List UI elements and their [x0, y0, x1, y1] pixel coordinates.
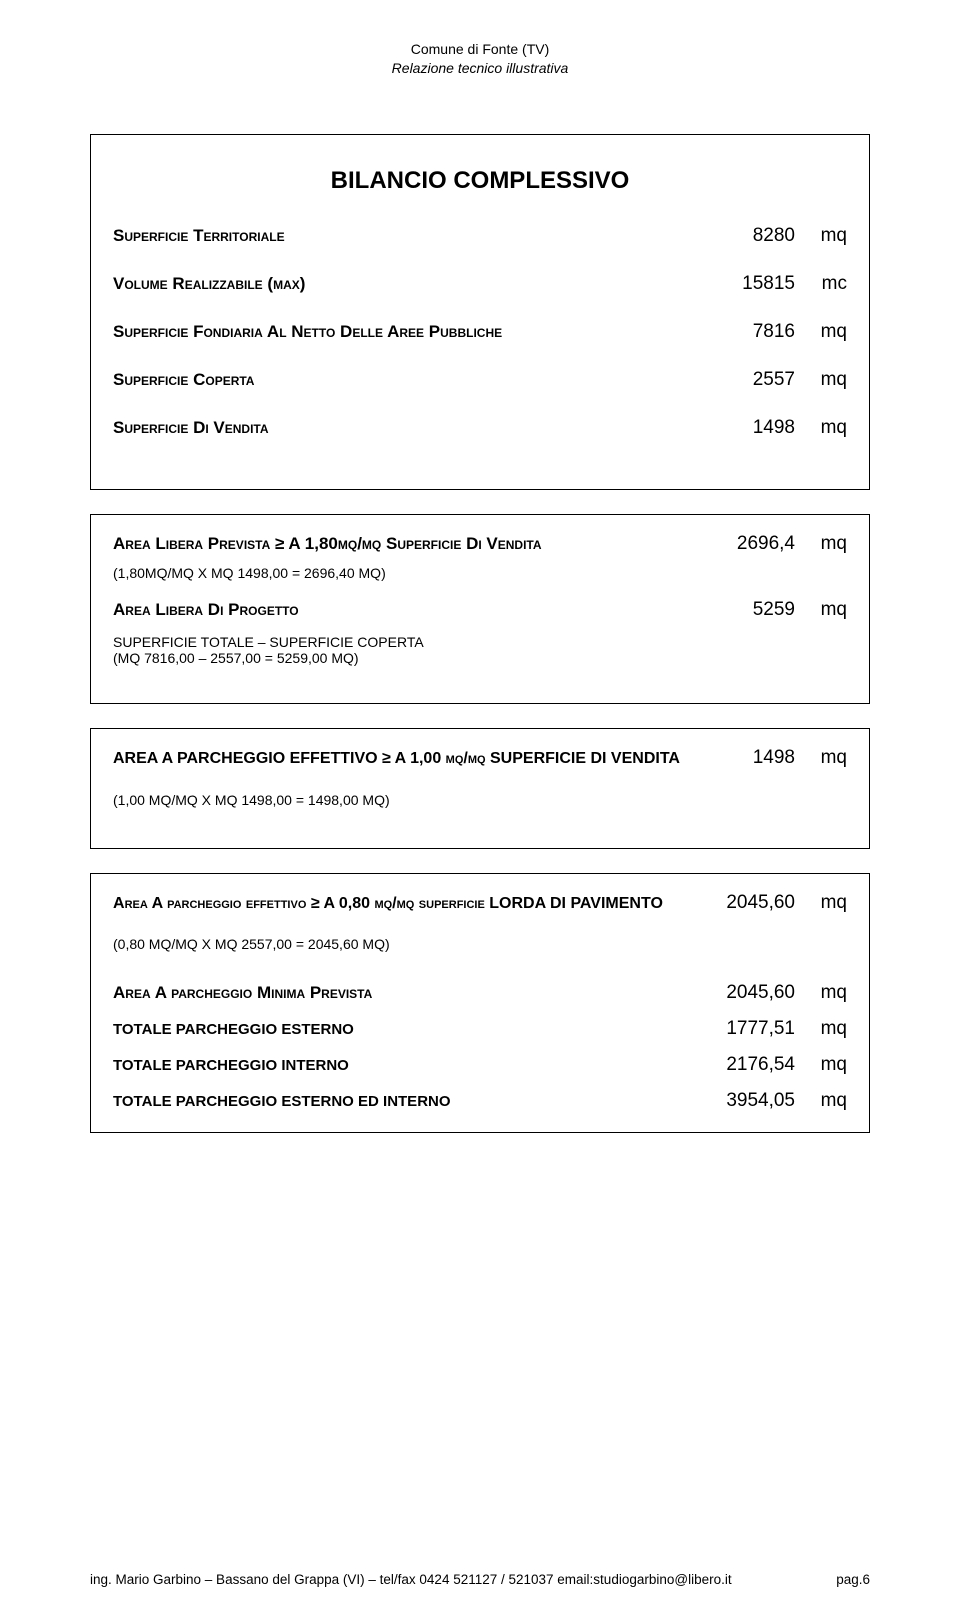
summary-row: Superficie Coperta2557mq — [113, 369, 847, 391]
summary-label: Volume Realizzabile (max) — [113, 274, 683, 294]
tot-esterno-label: TOTALE PARCHEGGIO ESTERNO — [113, 1021, 683, 1038]
parcheggio-eff-2-value: 2045,60 — [683, 892, 803, 914]
parcheggio-eff-1-unit: mq — [803, 747, 847, 769]
formula-1: (1,80MQ/MQ X MQ 1498,00 = 2696,40 MQ) — [113, 565, 847, 581]
area-libera-progetto-value: 5259 — [683, 599, 803, 621]
parcheggio-eff-1-label: AREA A PARCHEGGIO EFFETTIVO ≥ A 1,00 mq/… — [113, 748, 683, 770]
tot-interno-label: TOTALE PARCHEGGIO INTERNO — [113, 1057, 683, 1074]
summary-unit: mq — [803, 225, 847, 247]
parcheggio-eff-2-label: Area A parcheggio effettivo ≥ A 0,80 mq/… — [113, 893, 683, 915]
summary-unit: mq — [803, 417, 847, 439]
parcheggio-minima-label: Area A parcheggio Minima Prevista — [113, 983, 683, 1003]
parcheggio-eff-2-unit: mq — [803, 892, 847, 914]
box-area-libera: Area Libera Prevista ≥ A 1,80mq/mq Super… — [90, 514, 870, 704]
footer-right: pag.6 — [836, 1572, 870, 1587]
summary-row: Superficie Territoriale8280mq — [113, 225, 847, 247]
area-libera-prevista-label: Area Libera Prevista ≥ A 1,80mq/mq Super… — [113, 534, 683, 554]
summary-value: 7816 — [683, 321, 803, 343]
parcheggio-minima-value: 2045,60 — [683, 982, 803, 1004]
summary-label: Superficie Fondiaria Al Netto Delle Aree… — [113, 322, 683, 342]
page-footer: ing. Mario Garbino – Bassano del Grappa … — [90, 1542, 870, 1587]
tot-esterno-value: 1777,51 — [683, 1018, 803, 1040]
tot-est-int-unit: mq — [803, 1090, 847, 1112]
box-parcheggio-1: AREA A PARCHEGGIO EFFETTIVO ≥ A 1,00 mq/… — [90, 728, 870, 849]
area-libera-prevista-value: 2696,4 — [683, 533, 803, 555]
summary-unit: mq — [803, 369, 847, 391]
box-parcheggio-2: Area A parcheggio effettivo ≥ A 0,80 mq/… — [90, 873, 870, 1134]
document-header: Comune di Fonte (TV) Relazione tecnico i… — [90, 40, 870, 78]
area-libera-progetto-unit: mq — [803, 599, 847, 621]
summary-label: Superficie Coperta — [113, 370, 683, 390]
summary-label: Superficie Territoriale — [113, 226, 683, 246]
tot-est-int-value: 3954,05 — [683, 1090, 803, 1112]
tot-interno-unit: mq — [803, 1054, 847, 1076]
tot-interno-value: 2176,54 — [683, 1054, 803, 1076]
summary-row: Volume Realizzabile (max)15815mc — [113, 273, 847, 295]
summary-label: Superficie Di Vendita — [113, 418, 683, 438]
parcheggio-eff-1-value: 1498 — [683, 747, 803, 769]
summary-row: Superficie Fondiaria Al Netto Delle Aree… — [113, 321, 847, 343]
summary-row: Superficie Di Vendita1498mq — [113, 417, 847, 439]
title: BILANCIO COMPLESSIVO — [113, 167, 847, 195]
summary-unit: mc — [803, 273, 847, 295]
header-line-2: Relazione tecnico illustrativa — [90, 59, 870, 78]
footer-left: ing. Mario Garbino – Bassano del Grappa … — [90, 1572, 732, 1587]
formula-3: (0,80 MQ/MQ X MQ 2557,00 = 2045,60 MQ) — [113, 936, 847, 952]
summary-value: 1498 — [683, 417, 803, 439]
tot-est-int-label: TOTALE PARCHEGGIO ESTERNO ED INTERNO — [113, 1093, 683, 1110]
note-2: (MQ 7816,00 – 2557,00 = 5259,00 MQ) — [113, 649, 847, 667]
summary-value: 8280 — [683, 225, 803, 247]
box-summary: BILANCIO COMPLESSIVO Superficie Territor… — [90, 134, 870, 490]
tot-esterno-unit: mq — [803, 1018, 847, 1040]
area-libera-progetto-label: Area Libera Di Progetto — [113, 600, 683, 620]
page: Comune di Fonte (TV) Relazione tecnico i… — [0, 0, 960, 1617]
summary-value: 15815 — [683, 273, 803, 295]
parcheggio-minima-unit: mq — [803, 982, 847, 1004]
area-libera-prevista-unit: mq — [803, 533, 847, 555]
header-line-1: Comune di Fonte (TV) — [90, 40, 870, 59]
summary-value: 2557 — [683, 369, 803, 391]
summary-unit: mq — [803, 321, 847, 343]
formula-2: (1,00 MQ/MQ X MQ 1498,00 = 1498,00 MQ) — [113, 792, 847, 808]
